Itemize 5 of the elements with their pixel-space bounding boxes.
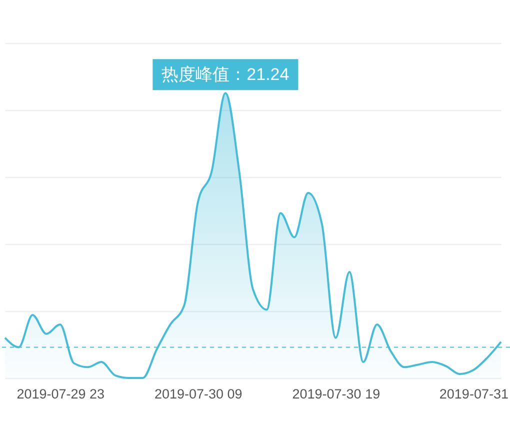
x-tick-label: 2019-07-31 [439, 386, 508, 402]
x-tick-label: 2019-07-30 09 [154, 386, 242, 402]
x-tick-label: 2019-07-29 23 [16, 386, 105, 402]
x-tick-label: 2019-07-30 19 [292, 386, 380, 402]
annotation: 热度峰值：21.24 [162, 65, 290, 84]
